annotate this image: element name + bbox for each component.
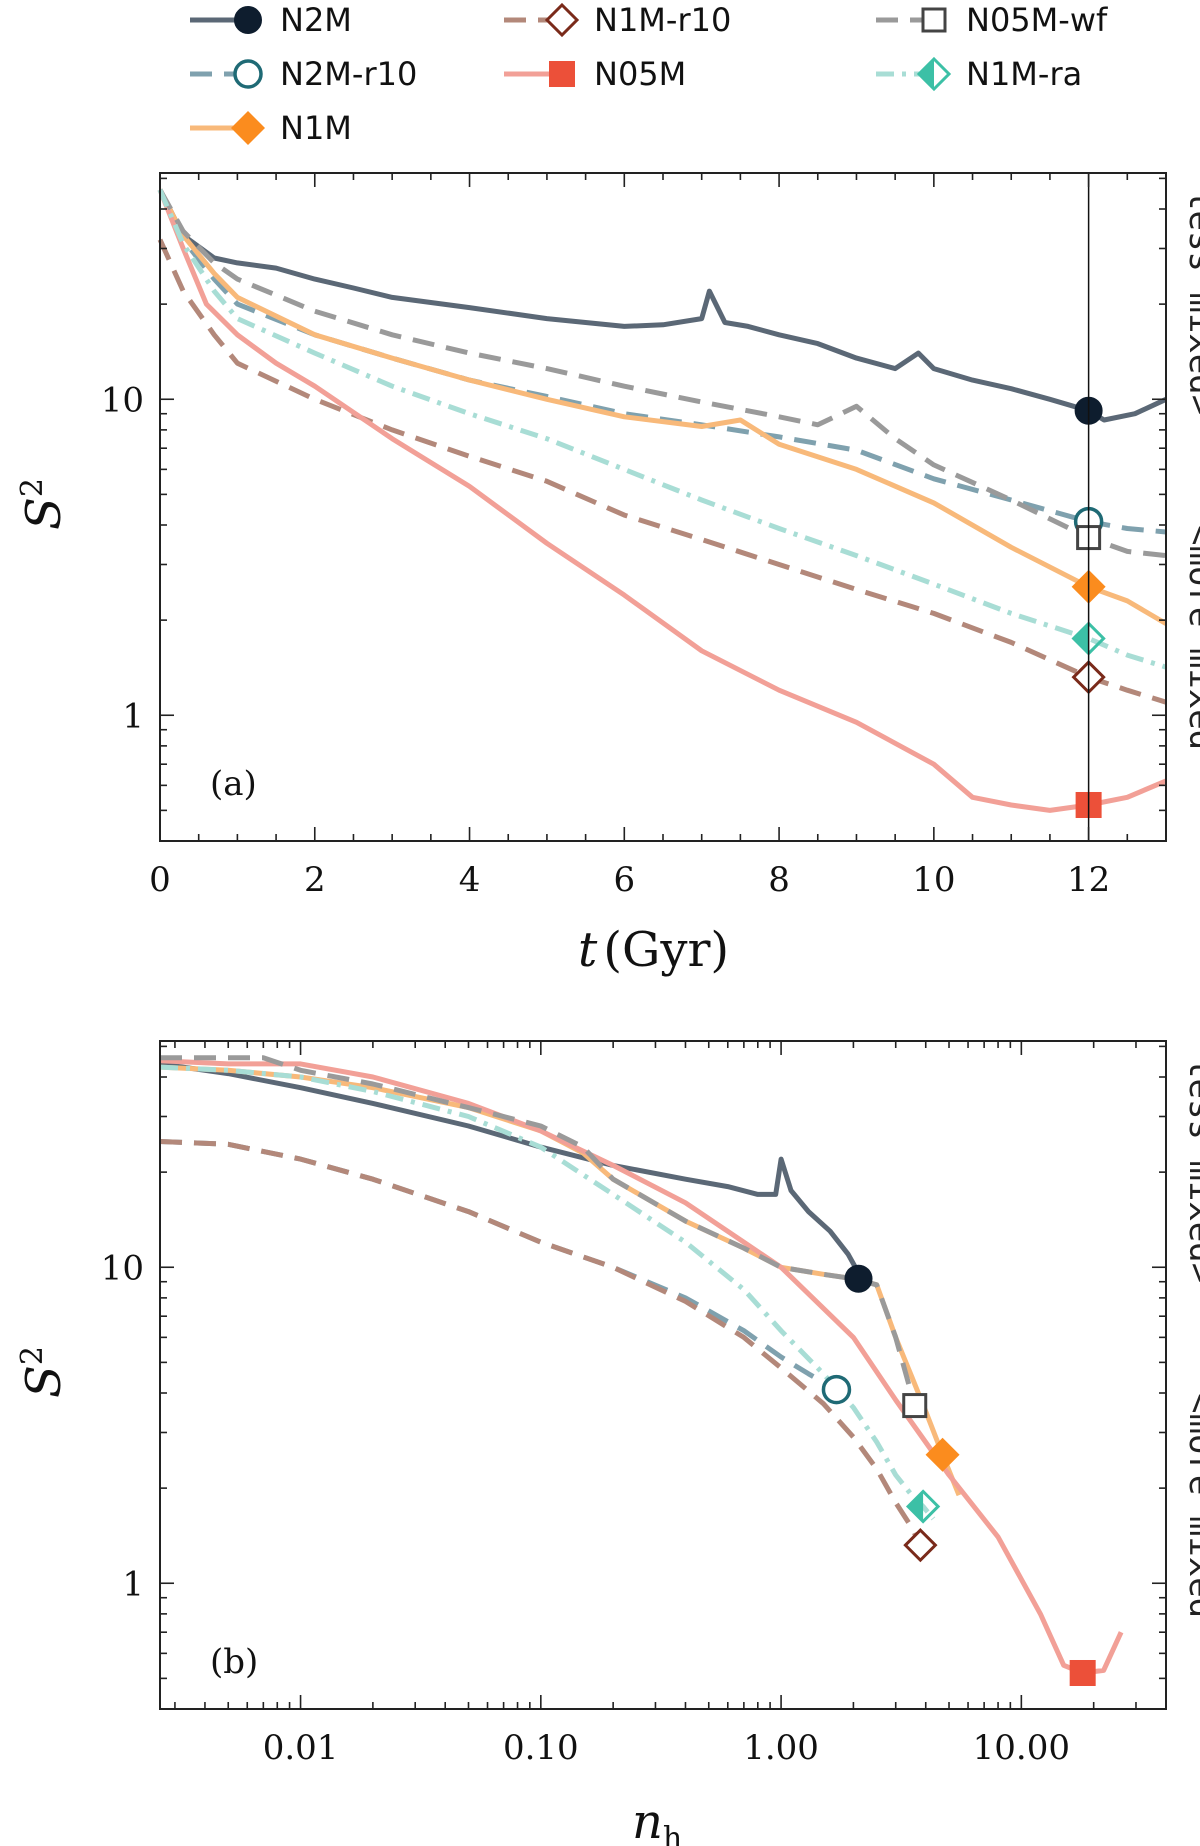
series-marker-n1m-r10 — [903, 1528, 938, 1563]
legend-item-n2m: N2M — [190, 1, 352, 39]
panel-a-ticks: 1 10 0 2 4 6 8 10 12 — [101, 173, 1167, 900]
x-tick-label: 8 — [768, 860, 790, 900]
panel-a-series — [157, 188, 1168, 813]
legend-label: N1M-r10 — [594, 1, 731, 39]
series-line-n05m — [159, 1058, 1124, 1676]
legend-label: N05M-wf — [966, 1, 1108, 39]
x-tick-label: 0.10 — [503, 1728, 579, 1768]
series-marker-n05m-wf — [902, 1393, 928, 1419]
legend-item-n05m: N05M — [504, 55, 686, 93]
x-tick-label: 6 — [613, 860, 635, 900]
series-line-n1m — [157, 188, 1168, 626]
legend-label: N2M-r10 — [280, 55, 417, 93]
panel-b-series — [159, 1055, 1124, 1676]
panel-b-ylabel: S2 — [15, 1346, 72, 1398]
y-tick-label: 10 — [101, 1248, 144, 1288]
series-line-n05m — [157, 188, 1167, 813]
series-line-n1m-ra — [157, 188, 1167, 670]
panel-b-markers — [821, 1264, 1096, 1686]
series-line-n1m-r10 — [157, 238, 1167, 705]
panel-a-frame — [159, 172, 1167, 842]
panel-a-side-more-mixed: <more mixed — [1181, 525, 1200, 750]
legend-item-n05m-wf: N05M-wf — [876, 1, 1108, 39]
y-tick-label: 1 — [122, 696, 144, 736]
panel-b-frame — [159, 1040, 1167, 1710]
x-tick-label: 4 — [459, 860, 481, 900]
legend: N2M N2M-r10 N1M N1M-r10 N05M N05M-wf N1M-ra — [190, 1, 1108, 147]
panel-a: 1 10 0 2 4 6 8 10 12 (a) less mixed> <more mixed… — [15, 172, 1200, 978]
legend-label: N05M — [594, 55, 686, 93]
y-tick-label: 10 — [101, 380, 144, 420]
series-line-n1m — [159, 1064, 962, 1497]
series-line-n05m-wf — [160, 1055, 933, 1422]
panel-b-side-more-mixed: <more mixed — [1181, 1393, 1200, 1618]
legend-marker — [916, 56, 952, 92]
series-marker-n05m — [1069, 1659, 1096, 1686]
panel-b: 1 10 0.01 0.10 1.00 10.00 (b) less mixed> <mo… — [15, 1040, 1200, 1846]
series-marker-n2m-r10 — [821, 1374, 852, 1405]
legend-marker — [233, 59, 263, 89]
legend-item-n1m-ra: N1M-ra — [876, 55, 1082, 93]
legend-item-n1m-r10: N1M-r10 — [504, 1, 731, 39]
legend-marker — [921, 7, 947, 33]
legend-marker — [234, 6, 262, 34]
legend-item-n2m-r10: N2M-r10 — [190, 55, 417, 93]
panel-a-ylabel: S2 — [15, 478, 72, 530]
legend-label: N1M-ra — [966, 55, 1082, 93]
series-line-n1m-r10 — [159, 1139, 933, 1560]
legend-item-n1m: N1M — [190, 109, 352, 147]
series-line-n05m-wf — [157, 188, 1167, 559]
legend-marker — [544, 2, 580, 38]
panel-b-ticks: 1 10 0.01 0.10 1.00 10.00 — [101, 1041, 1166, 1768]
panel-b-label: (b) — [210, 1642, 258, 1682]
x-tick-label: 12 — [1067, 860, 1110, 900]
x-tick-label: 2 — [304, 860, 326, 900]
panel-a-label: (a) — [210, 764, 257, 804]
panel-b-side-less-mixed: less mixed> — [1181, 1058, 1200, 1283]
legend-label: N2M — [280, 1, 352, 39]
x-tick-label: 0 — [149, 860, 171, 900]
x-tick-label: 1.00 — [743, 1728, 819, 1768]
series-line-n2m-r10 — [157, 188, 1167, 535]
y-tick-label: 1 — [122, 1564, 144, 1604]
series-line-n2m — [157, 188, 1168, 423]
legend-marker — [549, 61, 575, 87]
panel-b-xlabel: nh — [632, 1794, 682, 1846]
panel-a-xlabel: t (Gyr) — [578, 922, 729, 978]
series-marker-n2m — [844, 1264, 873, 1293]
x-tick-label: 10 — [912, 860, 955, 900]
series-line-n1m-ra — [159, 1064, 936, 1521]
series-line-n2m-r10 — [159, 1139, 838, 1392]
series-marker-n1m — [925, 1437, 960, 1472]
x-tick-label: 0.01 — [263, 1728, 339, 1768]
series-line-n2m — [159, 1061, 870, 1281]
legend-marker — [231, 111, 265, 145]
x-tick-label: 10.00 — [973, 1728, 1070, 1768]
legend-label: N1M — [280, 109, 352, 147]
series-marker-n1m-ra — [905, 1489, 941, 1524]
panel-a-side-less-mixed: less mixed> — [1181, 190, 1200, 415]
